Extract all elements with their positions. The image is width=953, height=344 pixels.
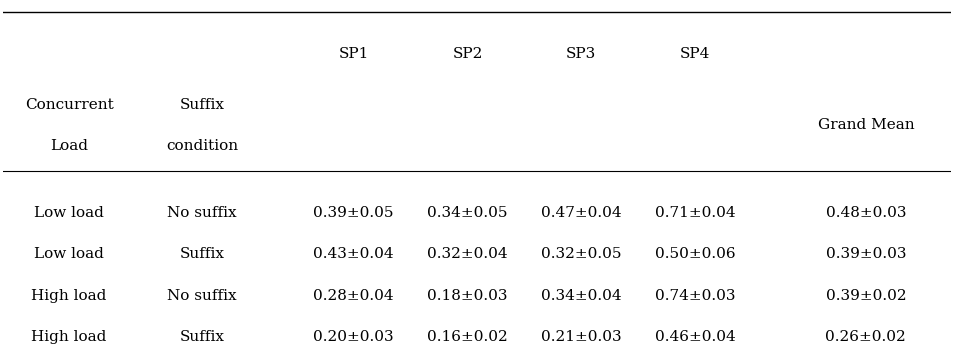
Text: High load: High load [31, 330, 107, 344]
Text: Concurrent: Concurrent [25, 98, 113, 111]
Text: 0.46±0.04: 0.46±0.04 [654, 330, 735, 344]
Text: SP1: SP1 [338, 47, 369, 61]
Text: Grand Mean: Grand Mean [817, 118, 913, 132]
Text: 0.43±0.04: 0.43±0.04 [314, 247, 394, 261]
Text: 0.71±0.04: 0.71±0.04 [654, 206, 735, 220]
Text: 0.50±0.06: 0.50±0.06 [654, 247, 735, 261]
Text: SP4: SP4 [679, 47, 710, 61]
Text: 0.26±0.02: 0.26±0.02 [824, 330, 905, 344]
Text: 0.39±0.05: 0.39±0.05 [314, 206, 394, 220]
Text: No suffix: No suffix [167, 206, 236, 220]
Text: Suffix: Suffix [179, 98, 224, 111]
Text: 0.34±0.04: 0.34±0.04 [540, 289, 621, 302]
Text: Low load: Low load [34, 206, 104, 220]
Text: 0.21±0.03: 0.21±0.03 [540, 330, 621, 344]
Text: SP3: SP3 [566, 47, 596, 61]
Text: 0.16±0.02: 0.16±0.02 [427, 330, 507, 344]
Text: 0.74±0.03: 0.74±0.03 [654, 289, 735, 302]
Text: Low load: Low load [34, 247, 104, 261]
Text: 0.48±0.03: 0.48±0.03 [824, 206, 905, 220]
Text: 0.18±0.03: 0.18±0.03 [427, 289, 507, 302]
Text: 0.32±0.05: 0.32±0.05 [540, 247, 621, 261]
Text: 0.28±0.04: 0.28±0.04 [314, 289, 394, 302]
Text: 0.32±0.04: 0.32±0.04 [427, 247, 507, 261]
Text: 0.20±0.03: 0.20±0.03 [314, 330, 394, 344]
Text: Suffix: Suffix [179, 330, 224, 344]
Text: 0.39±0.02: 0.39±0.02 [824, 289, 905, 302]
Text: 0.39±0.03: 0.39±0.03 [824, 247, 905, 261]
Text: condition: condition [166, 139, 237, 153]
Text: Load: Load [51, 139, 88, 153]
Text: SP2: SP2 [452, 47, 482, 61]
Text: High load: High load [31, 289, 107, 302]
Text: No suffix: No suffix [167, 289, 236, 302]
Text: 0.47±0.04: 0.47±0.04 [540, 206, 621, 220]
Text: 0.34±0.05: 0.34±0.05 [427, 206, 507, 220]
Text: Suffix: Suffix [179, 247, 224, 261]
